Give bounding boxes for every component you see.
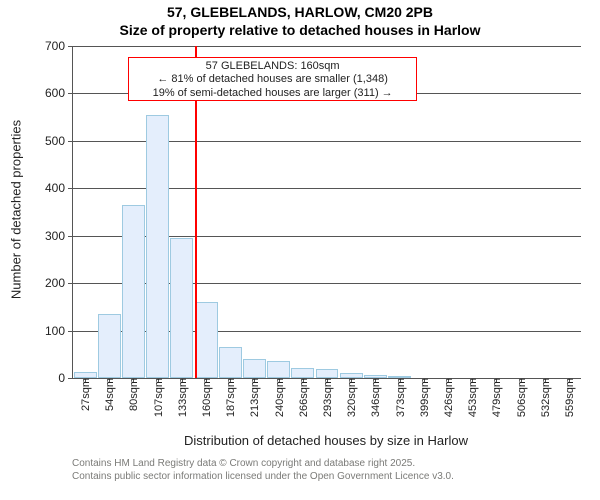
x-tick-label: 506sqm [514,378,528,417]
y-tick-label: 700 [45,39,73,53]
x-tick-label: 27sqm [78,378,92,411]
footer-line1: Contains HM Land Registry data © Crown c… [72,458,454,471]
x-tick-label: 80sqm [126,378,140,411]
property-info-box: 57 GLEBELANDS: 160sqm← 81% of detached h… [128,57,418,102]
y-tick-label: 600 [45,86,73,100]
info-box-line1: 57 GLEBELANDS: 160sqm [133,60,413,74]
x-tick-label: 453sqm [465,378,479,417]
x-tick-label: 240sqm [272,378,286,417]
histogram-bar [195,302,218,378]
chart-container: { "title_line1": "57, GLEBELANDS, HARLOW… [0,0,600,500]
x-tick-label: 133sqm [175,378,189,417]
footer-line2: Contains public sector information licen… [72,471,454,484]
x-tick-label: 426sqm [441,378,455,417]
x-tick-label: 559sqm [562,378,576,417]
x-tick-label: 399sqm [417,378,431,417]
y-tick-label: 400 [45,181,73,195]
y-tick-label: 300 [45,229,73,243]
x-tick-label: 160sqm [199,378,213,417]
histogram-bar [316,369,339,378]
plot-area: 010020030040050060070027sqm54sqm80sqm107… [72,46,581,379]
x-tick-label: 293sqm [320,378,334,417]
x-tick-label: 213sqm [247,378,261,417]
y-axis-label: Number of detached properties [9,110,24,310]
histogram-bar [122,205,145,378]
x-tick-label: 54sqm [102,378,116,411]
x-tick-label: 187sqm [223,378,237,417]
x-tick-label: 532sqm [538,378,552,417]
histogram-bar [267,361,290,378]
chart-title-line1: 57, GLEBELANDS, HARLOW, CM20 2PB [0,4,600,20]
x-tick-label: 346sqm [368,378,382,417]
histogram-bar [219,347,242,378]
x-tick-label: 107sqm [151,378,165,417]
histogram-bar [291,368,314,378]
x-tick-label: 266sqm [296,378,310,417]
x-tick-label: 320sqm [344,378,358,417]
histogram-bar [98,314,121,378]
x-tick-label: 373sqm [393,378,407,417]
info-box-line2: ← 81% of detached houses are smaller (1,… [133,73,413,87]
attribution-footer: Contains HM Land Registry data © Crown c… [72,458,454,483]
histogram-bar [243,359,266,378]
histogram-bar [146,115,169,378]
histogram-bar [170,238,193,378]
y-tick-label: 500 [45,134,73,148]
y-tick-label: 100 [45,324,73,338]
gridline [73,46,581,47]
y-tick-label: 200 [45,276,73,290]
x-axis-label: Distribution of detached houses by size … [72,433,580,448]
x-tick-label: 479sqm [489,378,503,417]
y-tick-label: 0 [58,371,73,385]
chart-title-line2: Size of property relative to detached ho… [0,22,600,38]
info-box-line3: 19% of semi-detached houses are larger (… [133,87,413,101]
